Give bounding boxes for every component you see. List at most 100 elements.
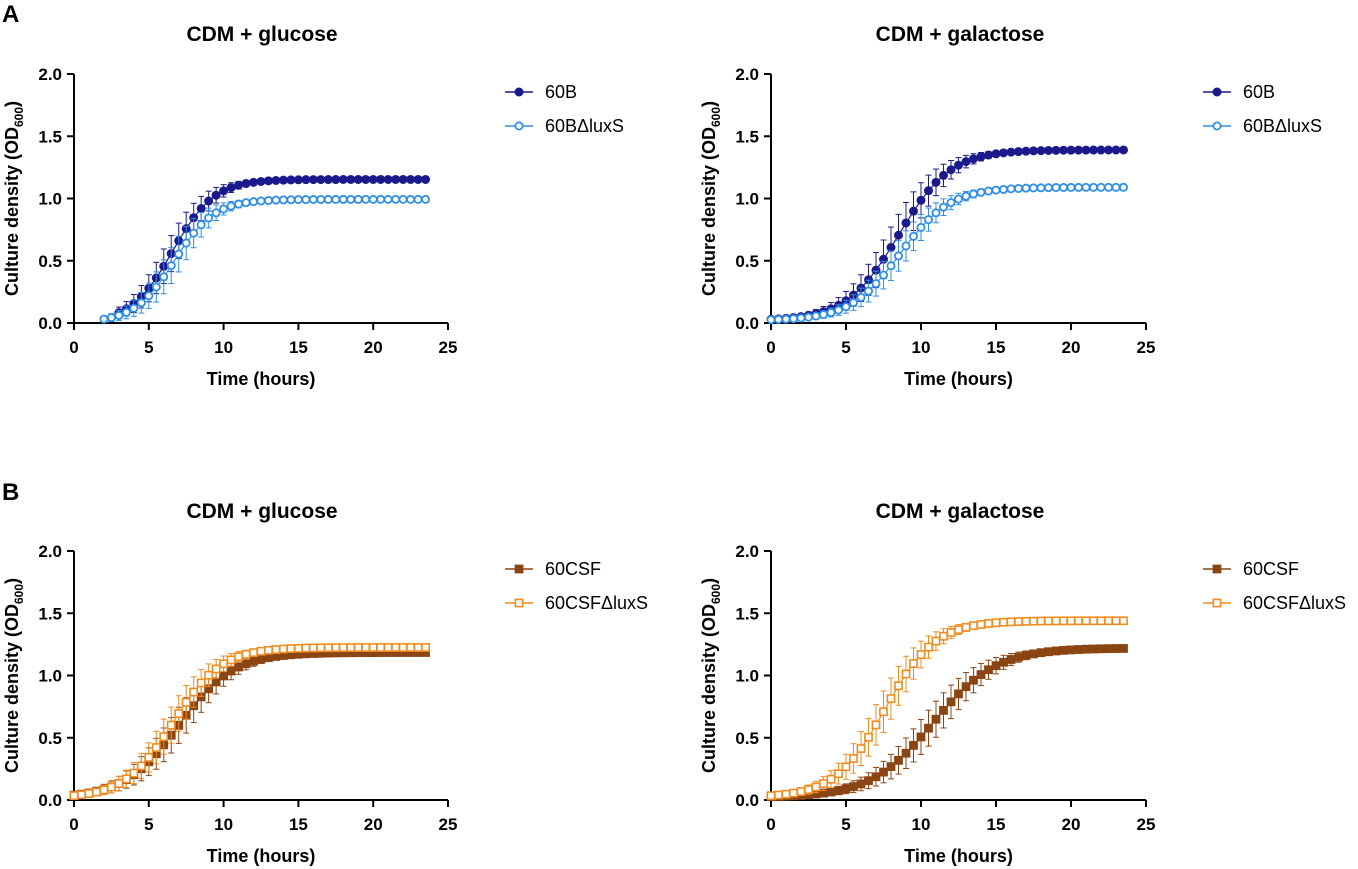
data-point xyxy=(241,198,251,208)
data-point xyxy=(99,314,109,324)
data-point xyxy=(413,643,423,652)
data-point xyxy=(84,789,94,798)
data-point xyxy=(421,174,431,184)
data-point xyxy=(1021,650,1031,660)
data-point xyxy=(1066,145,1076,155)
data-point xyxy=(144,291,154,301)
data-point xyxy=(331,194,341,204)
data-point xyxy=(323,175,333,185)
data-point xyxy=(856,779,866,789)
data-point xyxy=(234,180,244,190)
data-point xyxy=(856,744,866,753)
data-point xyxy=(204,670,214,680)
data-point xyxy=(376,174,386,184)
data-point xyxy=(271,195,281,205)
data-point xyxy=(1066,645,1076,655)
data-point xyxy=(924,186,934,196)
x-tick-label: 20 xyxy=(1062,338,1081,357)
x-tick-label: 10 xyxy=(214,338,233,357)
data-point xyxy=(421,194,431,204)
data-point xyxy=(249,648,258,658)
data-point xyxy=(946,198,956,208)
data-point xyxy=(99,785,109,795)
data-point xyxy=(841,302,851,312)
data-point xyxy=(976,187,986,197)
data-point xyxy=(1029,649,1038,659)
data-point xyxy=(766,315,776,325)
data-point xyxy=(871,720,881,730)
data-point xyxy=(316,643,326,653)
data-point xyxy=(961,157,971,167)
data-point xyxy=(308,194,318,204)
data-point xyxy=(211,190,221,200)
data-point xyxy=(1044,616,1053,626)
data-point xyxy=(308,175,318,185)
data-point xyxy=(894,681,903,691)
data-point xyxy=(1081,182,1091,192)
data-point xyxy=(181,697,191,707)
data-point xyxy=(789,314,799,324)
data-point xyxy=(189,228,199,238)
data-point xyxy=(909,740,918,750)
data-point xyxy=(189,687,199,697)
data-point xyxy=(286,644,296,654)
data-point xyxy=(361,174,371,184)
data-point xyxy=(819,310,829,320)
data-point xyxy=(954,194,964,204)
x-tick-label: 10 xyxy=(912,338,931,357)
data-point xyxy=(1051,616,1061,626)
data-point xyxy=(924,723,933,733)
data-point xyxy=(226,183,236,193)
data-point xyxy=(984,186,994,196)
legend-label: 60BΔluxS xyxy=(1243,116,1322,136)
legend-entry: 60BΔluxS xyxy=(505,116,624,136)
data-point xyxy=(264,653,273,663)
data-point xyxy=(931,177,941,187)
data-point xyxy=(1066,182,1076,192)
data-point xyxy=(241,179,251,189)
legend-marker xyxy=(1212,564,1222,574)
legend-label: 60B xyxy=(1243,82,1275,102)
data-point xyxy=(916,195,926,205)
data-point xyxy=(901,669,911,679)
data-point xyxy=(1096,616,1106,626)
chart-title: CDM + galactose xyxy=(876,23,1045,46)
legend-entry: 60CSFΔluxS xyxy=(505,593,648,613)
data-point xyxy=(159,732,169,742)
data-point xyxy=(331,175,341,185)
data-point xyxy=(331,643,341,653)
data-point xyxy=(376,194,386,204)
x-tick-label: 20 xyxy=(364,338,383,357)
data-point xyxy=(781,314,791,324)
data-point xyxy=(879,707,888,717)
data-point xyxy=(901,241,911,251)
data-point xyxy=(1006,147,1016,157)
data-point xyxy=(226,201,236,211)
x-axis-label: Time (hours) xyxy=(207,846,316,866)
legend-label: 60CSFΔluxS xyxy=(1243,593,1346,613)
chart-1: CDM + glucose 0.0 0.5 1.0 1.5 2.0 0 5 10 15 20 25 Ti… xyxy=(2,23,624,389)
data-point xyxy=(77,790,86,800)
x-tick-label: 0 xyxy=(766,338,775,357)
data-point xyxy=(1089,616,1098,626)
data-point xyxy=(1021,183,1031,193)
data-point xyxy=(383,194,393,204)
x-tick-label: 5 xyxy=(841,338,850,357)
data-point xyxy=(894,755,903,765)
data-point xyxy=(316,175,326,185)
data-point xyxy=(1104,145,1114,155)
data-point xyxy=(353,194,363,204)
data-point xyxy=(1104,182,1114,192)
data-point xyxy=(1081,145,1091,155)
y-tick-label: 1.5 xyxy=(735,127,759,146)
x-tick-label: 25 xyxy=(439,338,458,357)
x-tick-label: 25 xyxy=(1137,815,1156,834)
data-point xyxy=(1074,145,1084,155)
data-point xyxy=(346,643,356,652)
data-point xyxy=(886,694,896,703)
data-point xyxy=(946,628,956,637)
data-point xyxy=(1014,652,1023,662)
chart-3: CDM + glucose 0.0 0.5 1.0 1.5 2.0 0 5 10 15 20 25 Ti… xyxy=(2,500,648,866)
data-point xyxy=(849,754,858,763)
data-point xyxy=(263,176,273,186)
